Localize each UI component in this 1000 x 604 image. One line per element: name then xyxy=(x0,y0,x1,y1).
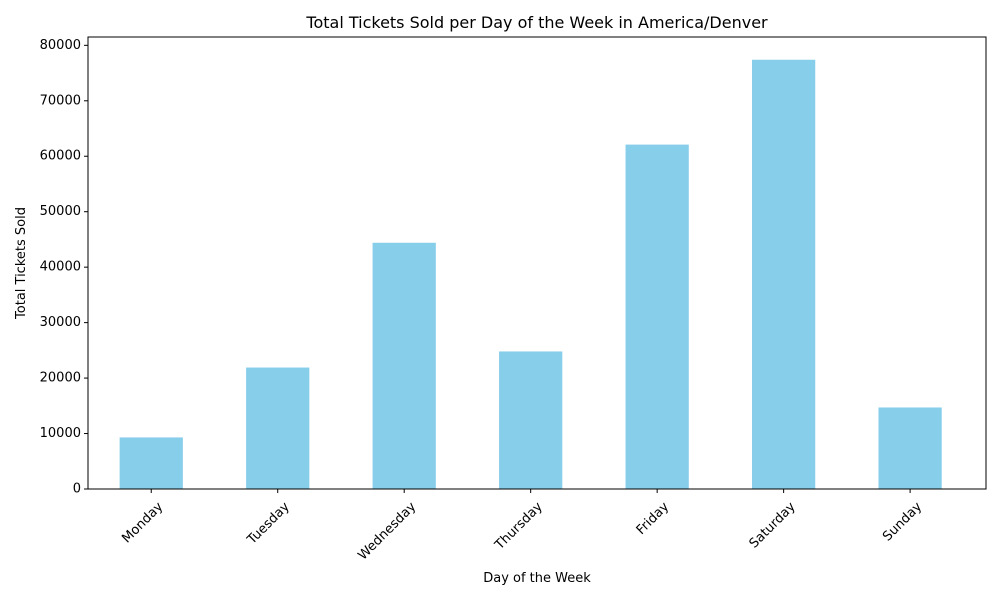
y-axis-label: Total Tickets Sold xyxy=(14,207,29,320)
bar-saturday xyxy=(752,59,816,490)
y-ticks-group: 0 10000 20000 30000 40000 50000 60000 70000 8000… xyxy=(40,38,88,497)
y-tick-label-70000: 70000 xyxy=(40,93,81,108)
bar-friday xyxy=(625,144,689,489)
x-tick-label-friday: Friday xyxy=(634,499,673,538)
bar-sunday xyxy=(878,407,942,489)
y-tick-label-80000: 80000 xyxy=(40,38,81,53)
y-tick-label-10000: 10000 xyxy=(40,426,81,441)
y-tick-label-50000: 50000 xyxy=(40,204,81,219)
bar-wednesday xyxy=(372,242,436,489)
y-tick-label-0: 0 xyxy=(73,482,81,497)
y-tick-label-20000: 20000 xyxy=(40,371,81,386)
x-axis-label: Day of the Week xyxy=(483,571,591,586)
bar-tuesday xyxy=(246,367,310,489)
x-ticks-group: Monday Tuesday Wednesday Thursday Friday Satu… xyxy=(119,489,925,563)
chart-title: Total Tickets Sold per Day of the Week i… xyxy=(305,13,768,32)
x-tick-label-monday: Monday xyxy=(119,499,166,546)
bar-monday xyxy=(119,437,183,489)
y-tick-label-30000: 30000 xyxy=(40,315,81,330)
y-tick-label-60000: 60000 xyxy=(40,149,81,164)
bars-group xyxy=(119,59,942,490)
x-tick-label-tuesday: Tuesday xyxy=(244,499,293,548)
bar-thursday xyxy=(499,351,563,489)
x-tick-label-saturday: Saturday xyxy=(747,499,799,551)
x-tick-label-wednesday: Wednesday xyxy=(355,499,419,563)
plot-frame xyxy=(87,36,987,490)
x-tick-label-thursday: Thursday xyxy=(492,499,546,553)
y-tick-label-40000: 40000 xyxy=(40,260,81,275)
x-tick-label-sunday: Sunday xyxy=(880,499,925,544)
